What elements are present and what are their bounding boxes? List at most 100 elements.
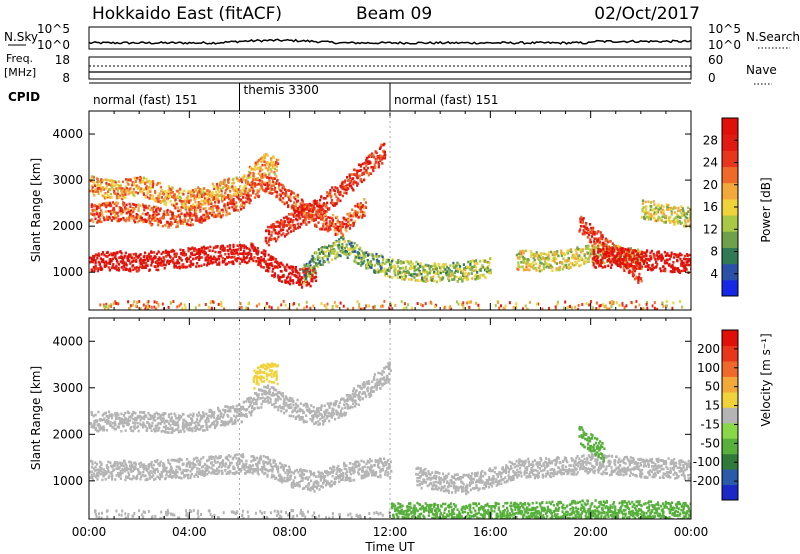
power-data-cell [601, 237, 604, 241]
power-data-cell [198, 248, 201, 251]
power-data-cell [113, 256, 116, 259]
power-data-cell [571, 256, 574, 260]
power-data-cell [653, 301, 656, 305]
power-data-cell [522, 307, 524, 310]
power-data-cell [164, 263, 167, 267]
power-data-cell [107, 210, 110, 213]
power-data-cell [156, 259, 159, 263]
power-data-cell [140, 187, 143, 190]
power-data-cell [92, 189, 95, 193]
power-data-cell [658, 216, 661, 220]
power-data-cell [390, 261, 393, 264]
velocity-data-cell [131, 477, 134, 481]
power-data-cell [403, 302, 406, 306]
power-data-cell [642, 307, 645, 310]
power-data-cell [395, 260, 398, 264]
power-data-cell [131, 202, 134, 206]
power-data-cell [173, 193, 176, 196]
power-data-cell [611, 248, 615, 252]
power-data-cell [568, 305, 571, 308]
power-data-cell [226, 256, 229, 259]
power-data-cell [128, 217, 131, 220]
power-data-cell [580, 218, 583, 221]
power-data-cell [152, 182, 155, 186]
power-data-cell [184, 220, 187, 223]
power-data-cell [126, 181, 129, 184]
power-data-cell [116, 196, 119, 200]
power-data-cell [644, 257, 647, 261]
power-data-cell [256, 247, 259, 250]
power-data-cell [344, 179, 347, 182]
power-data-cell [604, 265, 607, 268]
power-data-cell [318, 216, 321, 220]
power-data-cell [635, 257, 638, 260]
power-data-cell [646, 306, 649, 310]
power-data-cell [579, 225, 583, 228]
power-data-cell [593, 237, 596, 241]
power-data-cell [362, 213, 365, 217]
power-data-cell [272, 227, 275, 231]
power-data-cell [152, 256, 155, 260]
power-data-cell [399, 272, 402, 276]
power-data-cell [145, 213, 148, 216]
power-data-cell [140, 216, 143, 219]
power-data-cell [155, 199, 158, 203]
power-data-cell [387, 259, 390, 262]
power-data-cell [618, 251, 621, 255]
power-data-cell [424, 280, 427, 283]
power-data-cell [554, 305, 557, 309]
power-data-cell [286, 280, 289, 284]
power-data-cell [596, 257, 599, 261]
power-data-cell [122, 196, 125, 199]
power-data-cell [338, 225, 341, 229]
power-data-cell [682, 264, 685, 268]
power-data-cell [356, 261, 359, 265]
power-data-cell [681, 260, 684, 263]
power-data-cell [587, 235, 590, 239]
power-data-cell [348, 253, 351, 256]
power-data-cell [169, 191, 172, 195]
power-data-cell [394, 267, 397, 271]
power-data-cell [502, 306, 505, 310]
power-data-cell [462, 306, 465, 310]
power-data-cell [190, 220, 193, 224]
power-data-cell [178, 215, 181, 218]
power-data-cell [219, 180, 222, 184]
power-data-cell [185, 200, 188, 203]
power-data-cell [673, 205, 676, 209]
power-data-cell [124, 267, 128, 270]
power-data-cell [384, 262, 387, 266]
power-data-cell [374, 161, 377, 164]
power-data-cell [125, 190, 128, 193]
power-data-cell [304, 221, 307, 224]
power-data-cell [117, 183, 120, 187]
power-data-cell [225, 196, 228, 199]
power-data-cell [206, 258, 209, 262]
power-data-cell [599, 258, 602, 262]
power-data-cell [343, 240, 346, 243]
power-data-cell [629, 255, 632, 259]
power-data-cell [520, 261, 523, 264]
power-data-cell [188, 216, 192, 220]
power-data-cell [108, 201, 111, 205]
power-data-cell [333, 300, 336, 304]
velocity-data-cell [124, 469, 127, 473]
power-data-cell [171, 216, 174, 220]
power-data-cell [210, 261, 214, 265]
power-data-cell [98, 217, 101, 221]
power-data-cell [187, 247, 190, 250]
power-data-cell [407, 303, 410, 307]
power-data-cell [240, 252, 243, 255]
power-data-cell [185, 207, 188, 210]
power-data-cell [608, 245, 611, 248]
power-data-cell [213, 193, 216, 197]
power-data-cell [659, 269, 663, 273]
power-data-cell [467, 260, 470, 264]
power-data-cell [209, 199, 212, 203]
power-data-cell [664, 221, 667, 224]
power-data-cell [679, 257, 682, 261]
power-data-cell [459, 265, 462, 268]
power-data-cell [142, 188, 145, 191]
power-data-cell [623, 255, 626, 259]
power-data-cell [135, 215, 138, 219]
